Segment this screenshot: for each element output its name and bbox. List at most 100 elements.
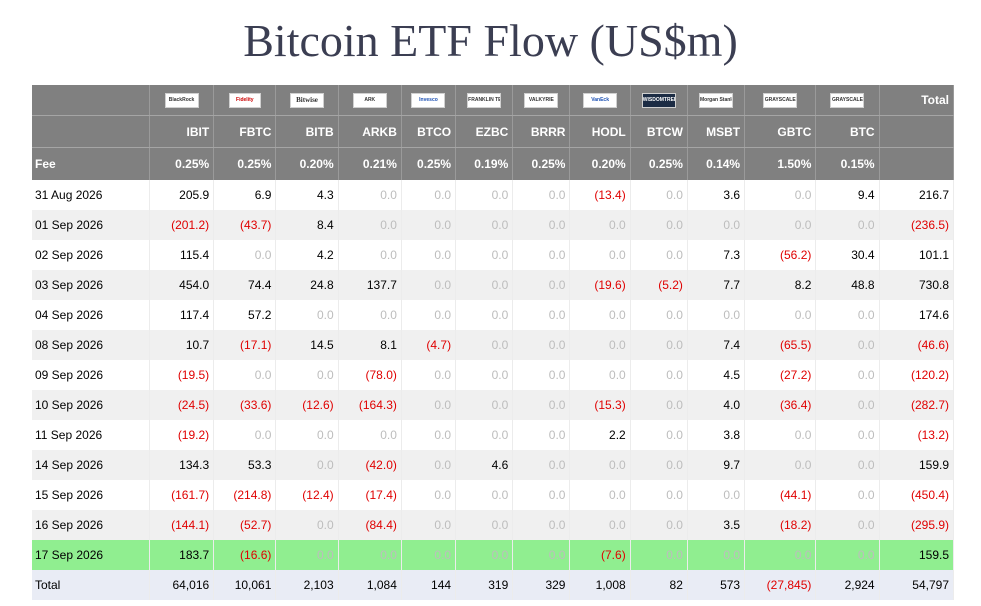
fee-gbtc: 1.50% xyxy=(744,147,817,180)
fund-logo-gbtc: GRAYSCALE xyxy=(744,85,817,116)
flow-cell: 0.0 xyxy=(455,540,514,570)
flow-cell: 0.0 xyxy=(569,300,631,330)
flow-cell: (201.2) xyxy=(149,210,215,240)
fund-total: (27,845) xyxy=(744,570,817,600)
flow-cell: 0.0 xyxy=(401,510,457,540)
fund-logo-image: GRAYSCALE xyxy=(830,92,865,108)
flow-cell: 0.0 xyxy=(512,480,571,510)
page-title: Bitcoin ETF Flow (US$m) xyxy=(243,15,738,66)
totals-label: Total xyxy=(32,570,150,600)
fund-logo-image: GRAYSCALE xyxy=(763,92,798,108)
flow-cell: 134.3 xyxy=(149,450,215,480)
flow-cell: (7.6) xyxy=(569,540,631,570)
flow-cell: 0.0 xyxy=(512,390,571,420)
flow-cell: 53.3 xyxy=(213,450,277,480)
ticker-msbt: MSBT xyxy=(687,115,746,148)
fee-btcw: 0.25% xyxy=(630,147,688,180)
flow-cell: 0.0 xyxy=(569,480,631,510)
ticker-btco: BTCO xyxy=(401,115,457,148)
flow-cell: 0.0 xyxy=(744,420,817,450)
flow-cell: 0.0 xyxy=(512,540,571,570)
row-date: 01 Sep 2026 xyxy=(32,210,150,240)
fund-total: 82 xyxy=(630,570,688,600)
flow-cell: 0.0 xyxy=(815,390,880,420)
flow-cell: 0.0 xyxy=(213,240,277,270)
flow-cell: 0.0 xyxy=(275,420,339,450)
flow-cell: 4.5 xyxy=(687,360,746,390)
flow-cell: 0.0 xyxy=(213,420,277,450)
flow-cell: 0.0 xyxy=(687,540,746,570)
table-row: 16 Sep 2026 (144.1) (52.7) 0.0 (84.4) 0.0 0.0 0… xyxy=(32,510,955,540)
row-date: 17 Sep 2026 xyxy=(32,540,150,570)
flow-cell: (4.7) xyxy=(401,330,457,360)
flow-cell: 7.4 xyxy=(687,330,746,360)
flow-cell: 0.0 xyxy=(815,540,880,570)
fund-logo-hodl: VanEck xyxy=(569,85,631,116)
flow-cell: 74.4 xyxy=(213,270,277,300)
row-date: 03 Sep 2026 xyxy=(32,270,150,300)
flow-cell: 0.0 xyxy=(275,360,339,390)
flow-cell: 0.0 xyxy=(455,210,514,240)
flow-cell: 0.0 xyxy=(512,420,571,450)
flow-cell: 3.5 xyxy=(687,510,746,540)
fund-total: 329 xyxy=(512,570,571,600)
row-date: 15 Sep 2026 xyxy=(32,480,150,510)
table-row: 02 Sep 2026 115.4 0.0 4.2 0.0 0.0 0.0 0.0 0.0 0.0… xyxy=(32,240,955,270)
flow-cell: 0.0 xyxy=(744,540,817,570)
ticker-btcw: BTCW xyxy=(630,115,688,148)
total-ticker-blank xyxy=(879,115,955,148)
flow-cell: 0.0 xyxy=(455,330,514,360)
flow-cell: 0.0 xyxy=(815,360,880,390)
fee-ezbc: 0.19% xyxy=(455,147,514,180)
flow-cell: 0.0 xyxy=(744,180,817,210)
fund-total: 10,061 xyxy=(213,570,277,600)
flow-cell: 3.8 xyxy=(687,420,746,450)
flow-cell: (44.1) xyxy=(744,480,817,510)
flow-cell: 0.0 xyxy=(401,450,457,480)
logo-row: BlackRock Fidelity Bitwise ARK Invesco FRANKL… xyxy=(32,85,955,116)
flow-cell: 57.2 xyxy=(213,300,277,330)
row-total: (13.2) xyxy=(879,420,955,450)
flow-cell: 0.0 xyxy=(569,450,631,480)
logo-row-corner xyxy=(32,85,150,116)
flow-cell: 0.0 xyxy=(455,480,514,510)
fund-total: 1,084 xyxy=(338,570,402,600)
flow-cell: (52.7) xyxy=(213,510,277,540)
fee-btco: 0.25% xyxy=(401,147,457,180)
ticker-arkb: ARKB xyxy=(338,115,402,148)
fee-arkb: 0.21% xyxy=(338,147,402,180)
flow-cell: (24.5) xyxy=(149,390,215,420)
flow-cell: 0.0 xyxy=(338,420,402,450)
row-date: 08 Sep 2026 xyxy=(32,330,150,360)
total-column-header: Total xyxy=(879,85,955,116)
fund-logo-image: Fidelity xyxy=(228,92,261,108)
flow-cell: 8.1 xyxy=(338,330,402,360)
fee-row: Fee 0.25% 0.25% 0.20% 0.21% 0.25% 0.19% 0.25% 0… xyxy=(32,147,955,180)
fee-brrr: 0.25% xyxy=(512,147,571,180)
flow-cell: 0.0 xyxy=(815,330,880,360)
flow-cell: 7.7 xyxy=(687,270,746,300)
flow-cell: 0.0 xyxy=(630,180,688,210)
flow-cell: (33.6) xyxy=(213,390,277,420)
flow-cell: (144.1) xyxy=(149,510,215,540)
flow-cell: 0.0 xyxy=(455,300,514,330)
fund-total: 64,016 xyxy=(149,570,215,600)
flow-cell: (13.4) xyxy=(569,180,631,210)
fund-logo-brrr: VALKYRIE xyxy=(512,85,571,116)
flow-cell: (18.2) xyxy=(744,510,817,540)
flow-cell: 0.0 xyxy=(455,180,514,210)
flow-cell: (56.2) xyxy=(744,240,817,270)
flow-cell: 0.0 xyxy=(569,510,631,540)
fund-logo-image: FRANKLIN TEMPLETON xyxy=(467,92,502,108)
flow-cell: 0.0 xyxy=(687,210,746,240)
flow-cell: (17.4) xyxy=(338,480,402,510)
flow-cell: 0.0 xyxy=(213,360,277,390)
flow-cell: 0.0 xyxy=(815,300,880,330)
flow-cell: 205.9 xyxy=(149,180,215,210)
fee-fbtc: 0.25% xyxy=(213,147,277,180)
flow-cell: 9.4 xyxy=(815,180,880,210)
row-total: (46.6) xyxy=(879,330,955,360)
table-row: 17 Sep 2026 183.7 (16.6) 0.0 0.0 0.0 0.0 0.0 (7.… xyxy=(32,540,955,570)
table-row: 01 Sep 2026 (201.2) (43.7) 8.4 0.0 0.0 0.0 0.0 0… xyxy=(32,210,955,240)
flow-cell: 0.0 xyxy=(275,300,339,330)
